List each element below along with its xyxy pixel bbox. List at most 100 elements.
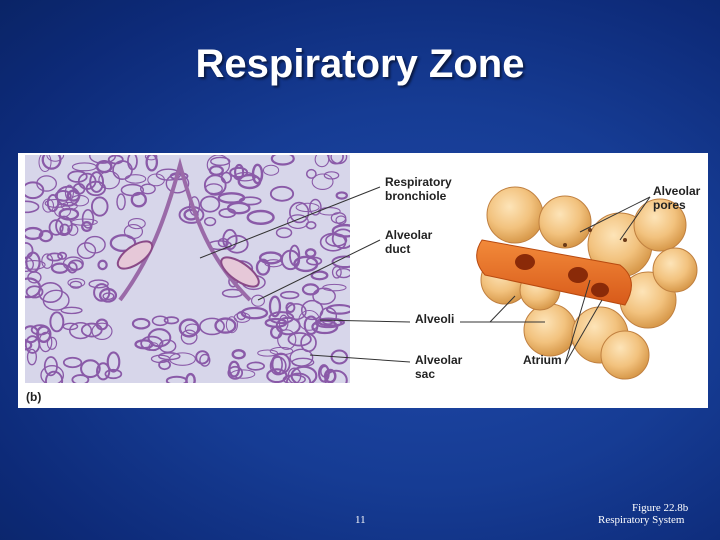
tissue-cell [199, 195, 221, 213]
tissue-cell [225, 316, 238, 334]
tissue-cell [220, 171, 232, 184]
tissue-cell [96, 362, 111, 381]
tissue-cell [46, 336, 58, 350]
figure-label: pores [653, 198, 686, 212]
tissue-cell [89, 171, 105, 193]
tissue-cell [25, 226, 44, 240]
tissue-cell [30, 324, 50, 336]
tissue-cell [319, 307, 338, 325]
tissue-cell [305, 221, 317, 230]
tissue-cell [322, 283, 347, 292]
panel-label: (b) [26, 390, 41, 404]
tissue-cell [42, 198, 55, 213]
figure-label: Respiratory [385, 175, 452, 189]
tissue-cell [163, 316, 180, 325]
tissue-cell [58, 207, 80, 221]
tissue-cell [90, 196, 109, 217]
tissue-cell [25, 285, 44, 299]
tissue-cell [275, 227, 293, 239]
tissue-cell [127, 217, 146, 230]
tissue-cell [26, 348, 38, 366]
tissue-cell [184, 323, 201, 335]
tissue-cell [231, 349, 246, 360]
tissue-cell [42, 289, 70, 311]
tissue-cell [335, 267, 350, 279]
vessel [116, 240, 154, 270]
tissue-cell [251, 163, 264, 185]
tissue-cell [104, 368, 123, 380]
tissue-cell [335, 191, 348, 200]
tissue-cell [99, 287, 118, 303]
tissue-cell [140, 183, 156, 195]
tissue-cell [48, 219, 64, 236]
tissue-cell [71, 374, 90, 383]
tissue-cell [233, 312, 251, 323]
tissue-cell [88, 279, 109, 289]
tissue-cell [109, 234, 137, 253]
tissue-cell [66, 189, 81, 202]
micrograph [25, 155, 350, 383]
tissue-cell [280, 249, 301, 271]
atrium-opening [515, 254, 535, 270]
alveolus [633, 198, 687, 252]
tissue-cell [236, 310, 247, 321]
figure-label: Atrium [523, 353, 562, 367]
tissue-cell [131, 317, 151, 330]
tissue-cell [57, 251, 68, 260]
tissue-cell [38, 155, 52, 173]
tissue-cell [269, 356, 287, 376]
slide-title: Respiratory Zone [195, 42, 525, 86]
tissue-cell [130, 191, 147, 208]
alveolus [486, 186, 544, 244]
tissue-cell [46, 193, 60, 213]
tissue-cell [251, 294, 265, 307]
tissue-cell [91, 322, 113, 340]
tissue-cell [264, 259, 283, 268]
tissue-cell [178, 318, 200, 338]
tissue-cell [25, 339, 33, 351]
tissue-cell [331, 223, 350, 238]
tissue-cell [279, 290, 300, 300]
tissue-cell [68, 321, 93, 340]
tissue-cell [287, 332, 312, 347]
figure-reference: Figure 22.8b [632, 502, 689, 514]
tissue-cell [291, 357, 315, 367]
tissue-cell [102, 292, 115, 301]
tissue-cell [158, 359, 171, 371]
tissue-cell [227, 365, 244, 380]
tissue-cell [257, 349, 278, 357]
tissue-cell [295, 202, 320, 213]
alveolus [600, 330, 650, 380]
tissue-cell [324, 369, 348, 383]
tissue-cell [278, 314, 289, 331]
tissue-cell [25, 242, 34, 260]
tissue-cell [25, 335, 41, 354]
tissue-cell [310, 270, 329, 281]
tissue-cell [46, 155, 65, 162]
atrium-opening [568, 267, 588, 283]
tissue-cell [287, 367, 302, 383]
tissue-cell [80, 359, 101, 379]
tissue-cell [77, 172, 97, 190]
tissue-cell [144, 155, 158, 161]
tissue-cell [311, 173, 334, 190]
tissue-cell [210, 156, 231, 167]
alveolus [538, 195, 592, 249]
alveolus [652, 247, 698, 293]
tissue-cell [314, 155, 330, 168]
tissue-cell [169, 352, 196, 366]
tissue-cell [262, 164, 280, 176]
tissue-cell [270, 325, 283, 340]
tissue-cell [270, 155, 295, 166]
tissue-cell [69, 280, 83, 289]
tissue-cell [217, 192, 246, 204]
tissue-cell [67, 224, 79, 236]
tissue-cell [330, 155, 348, 165]
tissue-cell [222, 228, 238, 251]
tissue-cell [208, 165, 224, 176]
tissue-cell [67, 170, 88, 183]
tissue-cell [151, 315, 169, 327]
tissue-cell [62, 356, 83, 369]
tissue-cell [36, 175, 57, 192]
tissue-cell [204, 183, 223, 195]
